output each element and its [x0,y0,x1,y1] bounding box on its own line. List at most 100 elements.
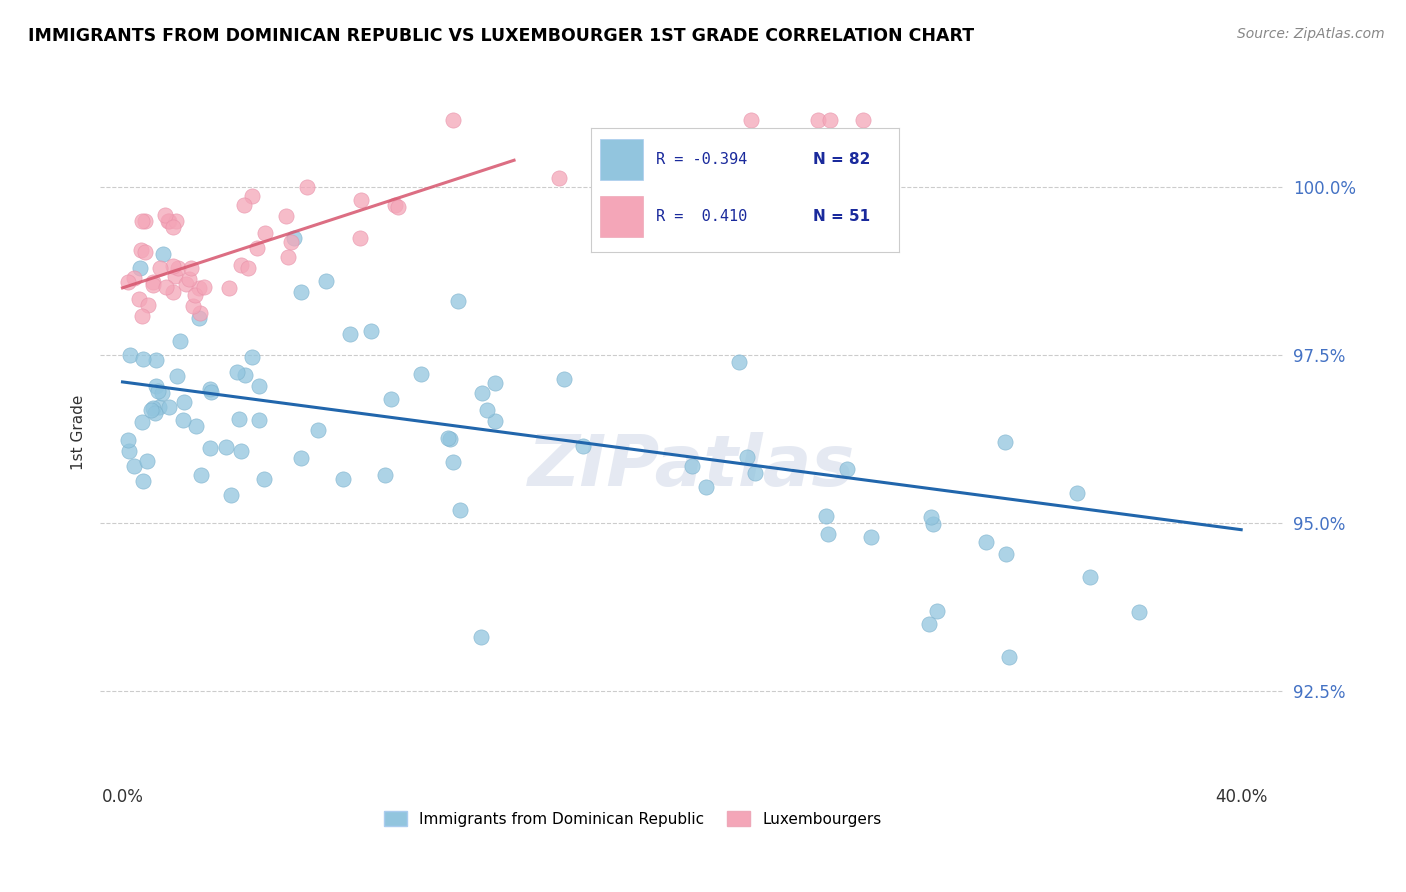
Point [471,386,494,401]
Point [918,616,941,631]
Point [852,112,875,127]
Point [153,208,176,222]
Point [145,378,167,392]
Point [307,423,329,437]
Point [128,260,150,275]
Point [221,488,243,502]
Point [193,280,215,294]
Text: Source: ZipAtlas.com: Source: ZipAtlas.com [1237,27,1385,41]
Point [162,220,184,235]
Point [818,112,841,127]
Point [139,402,162,417]
Point [131,213,153,227]
Point [148,401,170,415]
Point [727,355,749,369]
Point [142,275,165,289]
Point [167,260,190,275]
Point [117,275,139,289]
Point [240,350,263,364]
Point [146,384,169,398]
Point [995,547,1018,561]
Point [177,271,200,285]
Point [132,352,155,367]
Point [131,309,153,323]
Point [200,383,222,397]
Point [447,294,470,309]
Point [187,281,209,295]
Point [134,213,156,227]
Point [571,439,593,453]
Text: ZIPatlas: ZIPatlas [527,433,855,501]
Point [131,474,153,488]
Point [547,171,569,186]
Point [145,353,167,368]
Point [143,406,166,420]
Point [339,327,361,342]
Point [162,285,184,299]
Point [240,188,263,202]
Point [186,418,208,433]
Point [162,259,184,273]
Point [449,503,471,517]
Point [484,414,506,428]
Point [117,433,139,447]
Point [249,413,271,427]
Point [172,413,194,427]
Legend: Immigrants from Dominican Republic, Luxembourgers: Immigrants from Dominican Republic, Luxe… [378,805,887,833]
Point [290,285,312,299]
Point [695,480,717,494]
Point [360,324,382,338]
Point [176,277,198,292]
Point [118,444,141,458]
Point [920,510,942,524]
Y-axis label: 1st Grade: 1st Grade [72,394,86,470]
Point [254,227,277,241]
Point [150,385,173,400]
Point [280,235,302,249]
Point [218,281,240,295]
Point [184,287,207,301]
Point [998,650,1021,665]
Point [380,392,402,407]
Point [229,443,252,458]
Point [1066,485,1088,500]
Point [198,441,221,455]
Point [276,209,298,223]
Point [129,244,152,258]
Point [470,630,492,644]
Point [122,271,145,285]
Point [349,231,371,245]
Text: IMMIGRANTS FROM DOMINICAN REPUBLIC VS LUXEMBOURGER 1ST GRADE CORRELATION CHART: IMMIGRANTS FROM DOMINICAN REPUBLIC VS LU… [28,27,974,45]
Point [744,467,766,481]
Point [297,180,319,194]
Point [152,247,174,261]
Point [439,432,461,446]
Point [253,472,276,486]
Point [155,280,177,294]
Point [235,368,257,383]
Point [290,451,312,466]
Point [1078,570,1101,584]
Point [169,334,191,349]
Point [332,472,354,486]
Point [142,277,165,292]
Point [441,455,464,469]
Point [226,365,249,379]
Point [411,367,433,381]
Point [190,467,212,482]
Point [387,200,409,214]
Point [374,467,396,482]
Point [437,431,460,445]
Point [163,268,186,283]
Point [183,299,205,313]
Point [149,261,172,276]
Point [277,250,299,264]
Point [860,530,883,544]
Point [173,394,195,409]
Point [166,368,188,383]
Point [138,298,160,312]
Point [553,372,575,386]
Point [384,198,406,212]
Point [994,435,1017,450]
Point [477,402,499,417]
